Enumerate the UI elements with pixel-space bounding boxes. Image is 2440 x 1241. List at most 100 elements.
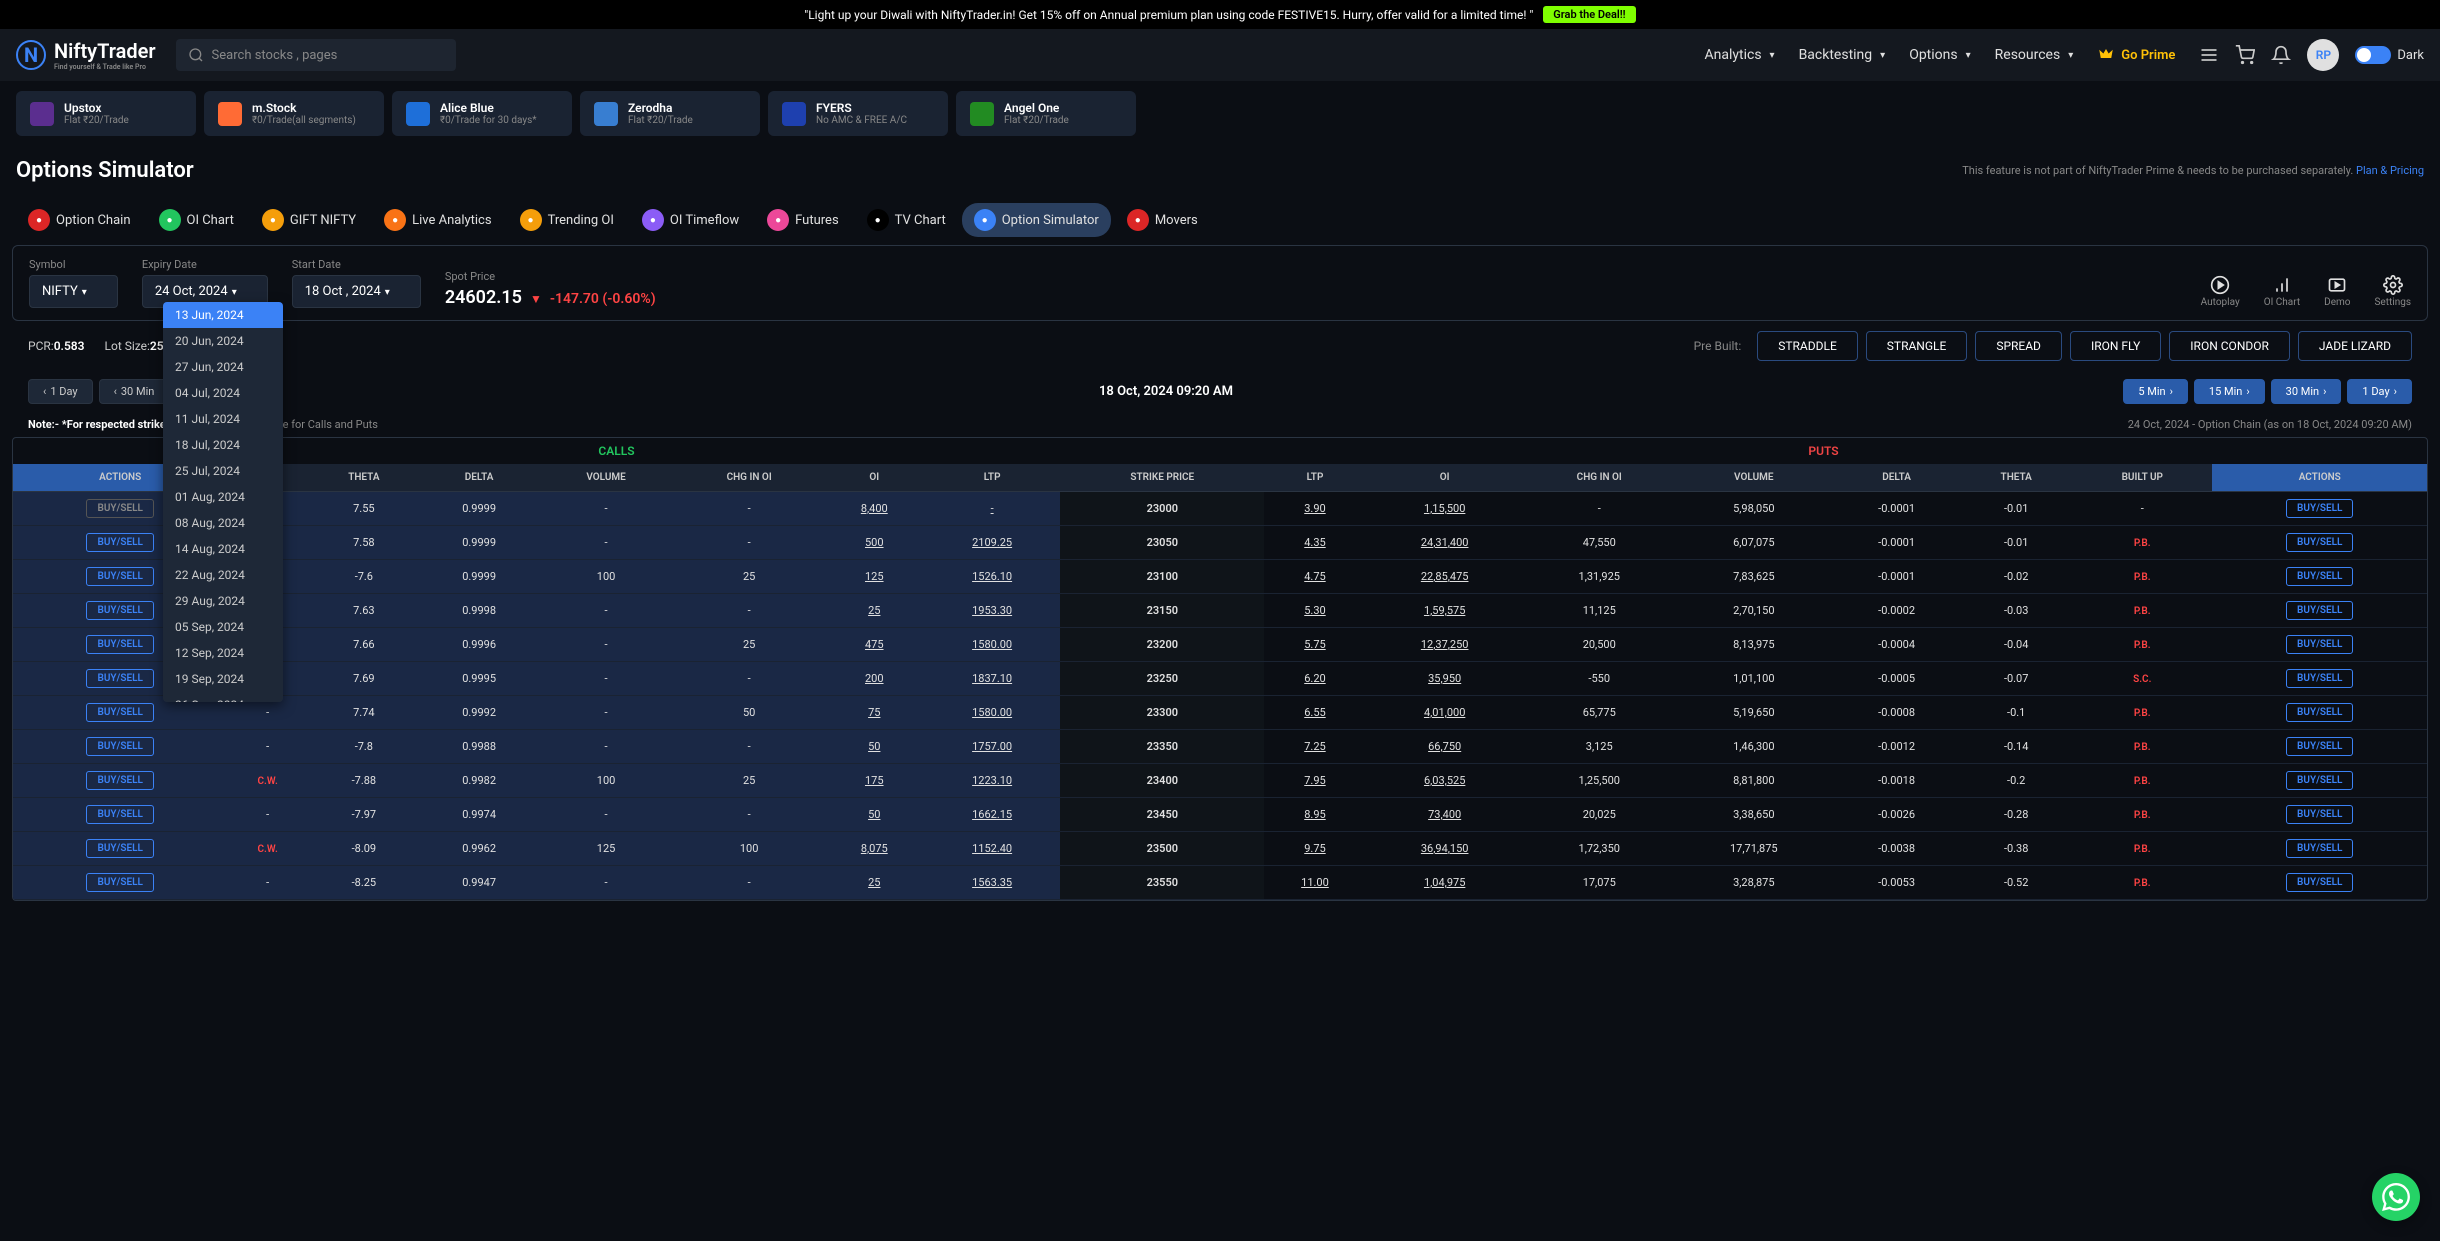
demo-button[interactable]: Demo	[2324, 275, 2350, 308]
time-forward-button[interactable]: 15 Min›	[2194, 379, 2265, 404]
dropdown-item[interactable]: 14 Aug, 2024	[163, 536, 283, 562]
buy-sell-button[interactable]: BUY/SELL	[2286, 533, 2353, 552]
buy-sell-button[interactable]: BUY/SELL	[2286, 771, 2353, 790]
table-row: BUY/SELL - 7.63 0.9998 - - 25 1953.30 23…	[13, 594, 2427, 628]
tab-oi-chart[interactable]: ● OI Chart	[147, 203, 246, 237]
time-back-button[interactable]: ‹1 Day	[28, 379, 93, 404]
buy-sell-button[interactable]: BUY/SELL	[86, 873, 153, 892]
buy-sell-button[interactable]: BUY/SELL	[2286, 703, 2353, 722]
broker-card[interactable]: Angel OneFlat ₹20/Trade	[956, 91, 1136, 136]
dark-mode-toggle[interactable]: Dark	[2355, 46, 2424, 64]
buy-sell-button[interactable]: BUY/SELL	[86, 567, 153, 586]
dropdown-item[interactable]: 25 Jul, 2024	[163, 458, 283, 484]
buy-sell-button[interactable]: BUY/SELL	[2286, 805, 2353, 824]
broker-card[interactable]: UpstoxFlat ₹20/Trade	[16, 91, 196, 136]
dropdown-item[interactable]: 05 Sep, 2024	[163, 614, 283, 640]
info-bar: PCR:0.583 Lot Size:25 Pre Built: STRADDL…	[12, 321, 2428, 371]
search-input[interactable]: Search stocks , pages	[176, 39, 456, 71]
nav-analytics[interactable]: Analytics	[1705, 47, 1775, 63]
go-prime-button[interactable]: Go Prime	[2097, 46, 2175, 64]
strategy-iron-fly[interactable]: IRON FLY	[2070, 331, 2161, 361]
buy-sell-button[interactable]: BUY/SELL	[86, 737, 153, 756]
buy-sell-button[interactable]: BUY/SELL	[2286, 669, 2353, 688]
promo-cta-button[interactable]: Grab the Deal!!	[1543, 6, 1635, 23]
date-dropdown[interactable]: 13 Jun, 202420 Jun, 202427 Jun, 202404 J…	[163, 302, 283, 702]
strategy-spread[interactable]: SPREAD	[1975, 331, 2062, 361]
buy-sell-button[interactable]: BUY/SELL	[86, 669, 153, 688]
buy-sell-button[interactable]: BUY/SELL	[2286, 839, 2353, 858]
dropdown-item[interactable]: 08 Aug, 2024	[163, 510, 283, 536]
buy-sell-button[interactable]: BUY/SELL	[2286, 499, 2353, 518]
spot-price: 24602.15 ▼ -147.70 (-0.60%)	[445, 287, 656, 308]
time-forward-button[interactable]: 5 Min›	[2123, 379, 2188, 404]
dropdown-item[interactable]: 22 Aug, 2024	[163, 562, 283, 588]
broker-card[interactable]: Alice Blue₹0/Trade for 30 days*	[392, 91, 572, 136]
nav-resources[interactable]: Resources	[1995, 47, 2074, 63]
broker-card[interactable]: ZerodhaFlat ₹20/Trade	[580, 91, 760, 136]
table-row: BUY/SELL - 7.58 0.9999 - - 500 2109.25 2…	[13, 526, 2427, 560]
dropdown-item[interactable]: 18 Jul, 2024	[163, 432, 283, 458]
dropdown-item[interactable]: 01 Aug, 2024	[163, 484, 283, 510]
buy-sell-button[interactable]: BUY/SELL	[86, 703, 153, 722]
broker-icon	[218, 102, 242, 126]
buy-sell-button[interactable]: BUY/SELL	[2286, 635, 2353, 654]
dropdown-item[interactable]: 13 Jun, 2024	[163, 302, 283, 328]
symbol-select[interactable]: NIFTY	[29, 275, 118, 308]
dropdown-item[interactable]: 04 Jul, 2024	[163, 380, 283, 406]
tab-movers[interactable]: ● Movers	[1115, 203, 1210, 237]
menu-icon[interactable]	[2199, 45, 2219, 65]
search-placeholder: Search stocks , pages	[212, 48, 338, 63]
tab-icon: ●	[867, 209, 889, 231]
start-date-select[interactable]: 18 Oct , 2024	[292, 275, 421, 308]
avatar[interactable]: RP	[2307, 39, 2339, 71]
dropdown-item[interactable]: 19 Sep, 2024	[163, 666, 283, 692]
buy-sell-button[interactable]: BUY/SELL	[86, 635, 153, 654]
tab-option-chain[interactable]: ● Option Chain	[16, 203, 143, 237]
tab-trending-oi[interactable]: ● Trending OI	[508, 203, 626, 237]
nav-options[interactable]: Options	[1909, 47, 1970, 63]
dropdown-item[interactable]: 26 Sep, 2024	[163, 692, 283, 702]
whatsapp-button[interactable]	[2372, 1173, 2420, 1221]
broker-card[interactable]: m.Stock₹0/Trade(all segments)	[204, 91, 384, 136]
tab-live-analytics[interactable]: ● Live Analytics	[372, 203, 503, 237]
buy-sell-button[interactable]: BUY/SELL	[2286, 737, 2353, 756]
oi-chart-button[interactable]: OI Chart	[2264, 275, 2300, 308]
buy-sell-button[interactable]: BUY/SELL	[2286, 873, 2353, 892]
cart-icon[interactable]	[2235, 45, 2255, 65]
time-forward-button[interactable]: 30 Min›	[2271, 379, 2342, 404]
dropdown-item[interactable]: 20 Jun, 2024	[163, 328, 283, 354]
buy-sell-button[interactable]: BUY/SELL	[86, 771, 153, 790]
autoplay-button[interactable]: Autoplay	[2201, 275, 2240, 308]
tab-futures[interactable]: ● Futures	[755, 203, 851, 237]
tab-tv-chart[interactable]: ● TV Chart	[855, 203, 958, 237]
strategy-strangle[interactable]: STRANGLE	[1866, 331, 1968, 361]
bell-icon[interactable]	[2271, 45, 2291, 65]
tab-gift-nifty[interactable]: ● GIFT NIFTY	[250, 203, 368, 237]
buy-sell-button[interactable]: BUY/SELL	[86, 805, 153, 824]
dropdown-item[interactable]: 27 Jun, 2024	[163, 354, 283, 380]
puts-header: PUTS	[1220, 438, 2427, 464]
tab-oi-timeflow[interactable]: ● OI Timeflow	[630, 203, 751, 237]
buy-sell-button[interactable]: BUY/SELL	[2286, 567, 2353, 586]
settings-button[interactable]: Settings	[2374, 275, 2411, 308]
buy-sell-button[interactable]: BUY/SELL	[2286, 601, 2353, 620]
strategy-jade-lizard[interactable]: JADE LIZARD	[2298, 331, 2412, 361]
buy-sell-button[interactable]: BUY/SELL	[86, 533, 153, 552]
tab-option-simulator[interactable]: ● Option Simulator	[962, 203, 1111, 237]
strategy-iron-condor[interactable]: IRON CONDOR	[2169, 331, 2290, 361]
dropdown-item[interactable]: 12 Sep, 2024	[163, 640, 283, 666]
broker-card[interactable]: FYERSNo AMC & FREE A/C	[768, 91, 948, 136]
buy-sell-button[interactable]: BUY/SELL	[86, 839, 153, 858]
strategy-straddle[interactable]: STRADDLE	[1757, 331, 1858, 361]
note-bar: Note:- *For respected strike pga greeks …	[12, 412, 2428, 437]
dropdown-item[interactable]: 11 Jul, 2024	[163, 406, 283, 432]
tab-icon: ●	[159, 209, 181, 231]
buy-sell-button[interactable]: BUY/SELL	[86, 499, 153, 518]
buy-sell-button[interactable]: BUY/SELL	[86, 601, 153, 620]
time-forward-button[interactable]: 1 Day›	[2347, 379, 2412, 404]
plan-pricing-link[interactable]: Plan & Pricing	[2356, 164, 2424, 177]
dropdown-item[interactable]: 29 Aug, 2024	[163, 588, 283, 614]
time-back-button[interactable]: ‹30 Min	[99, 379, 170, 404]
logo[interactable]: N NiftyTrader Find yourself & Trade like…	[16, 39, 156, 71]
nav-backtesting[interactable]: Backtesting	[1799, 47, 1886, 63]
